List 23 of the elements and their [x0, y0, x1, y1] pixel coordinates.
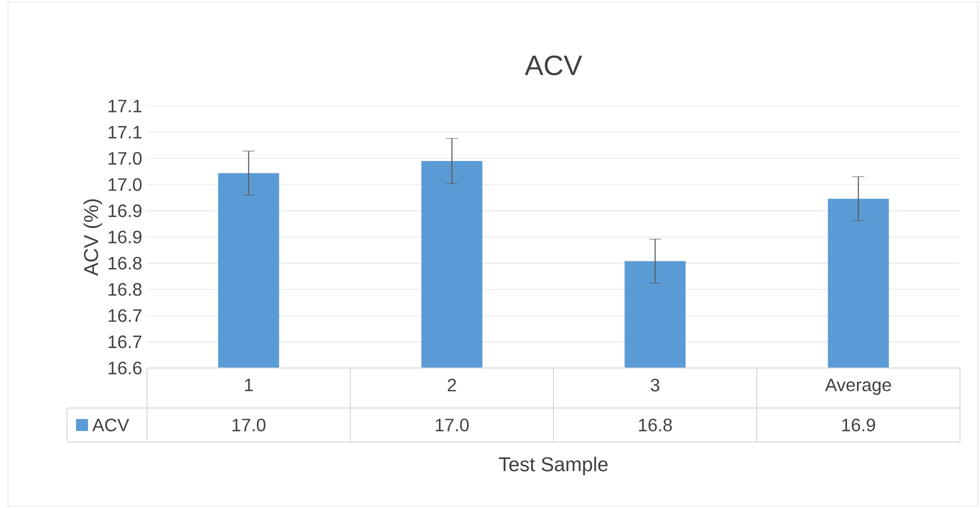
- y-tick-label: 17.0: [108, 178, 142, 191]
- x-tick-label: 2: [448, 378, 456, 392]
- y-tick-label: 17.1: [108, 100, 142, 112]
- y-tick-label: 16.6: [108, 362, 142, 374]
- y-tick-label: 16.9: [108, 230, 142, 244]
- y-tick-label: 16.7: [108, 335, 142, 348]
- x-axis-title: Test Sample: [498, 456, 608, 476]
- data-label: 16.8: [638, 418, 672, 432]
- legend-label: ACV: [92, 418, 130, 432]
- y-tick-label: 16.8: [108, 283, 142, 296]
- data-label: 16.9: [842, 418, 876, 432]
- x-tick-label: 1: [245, 378, 253, 392]
- chart-title: ACV: [524, 55, 582, 76]
- y-tick-label: 17.1: [108, 126, 142, 138]
- y-tick-label: 16.8: [108, 256, 142, 270]
- x-tick-label: 3: [650, 378, 660, 392]
- y-axis-title: ACV (%): [83, 199, 102, 276]
- y-tick-label: 16.9: [108, 204, 142, 218]
- x-tick-label: Average: [825, 378, 891, 395]
- data-label: 17.0: [232, 418, 266, 432]
- y-tick-label: 17.0: [108, 152, 142, 165]
- y-tick-label: 16.7: [108, 309, 142, 322]
- data-label: 17.0: [436, 418, 469, 432]
